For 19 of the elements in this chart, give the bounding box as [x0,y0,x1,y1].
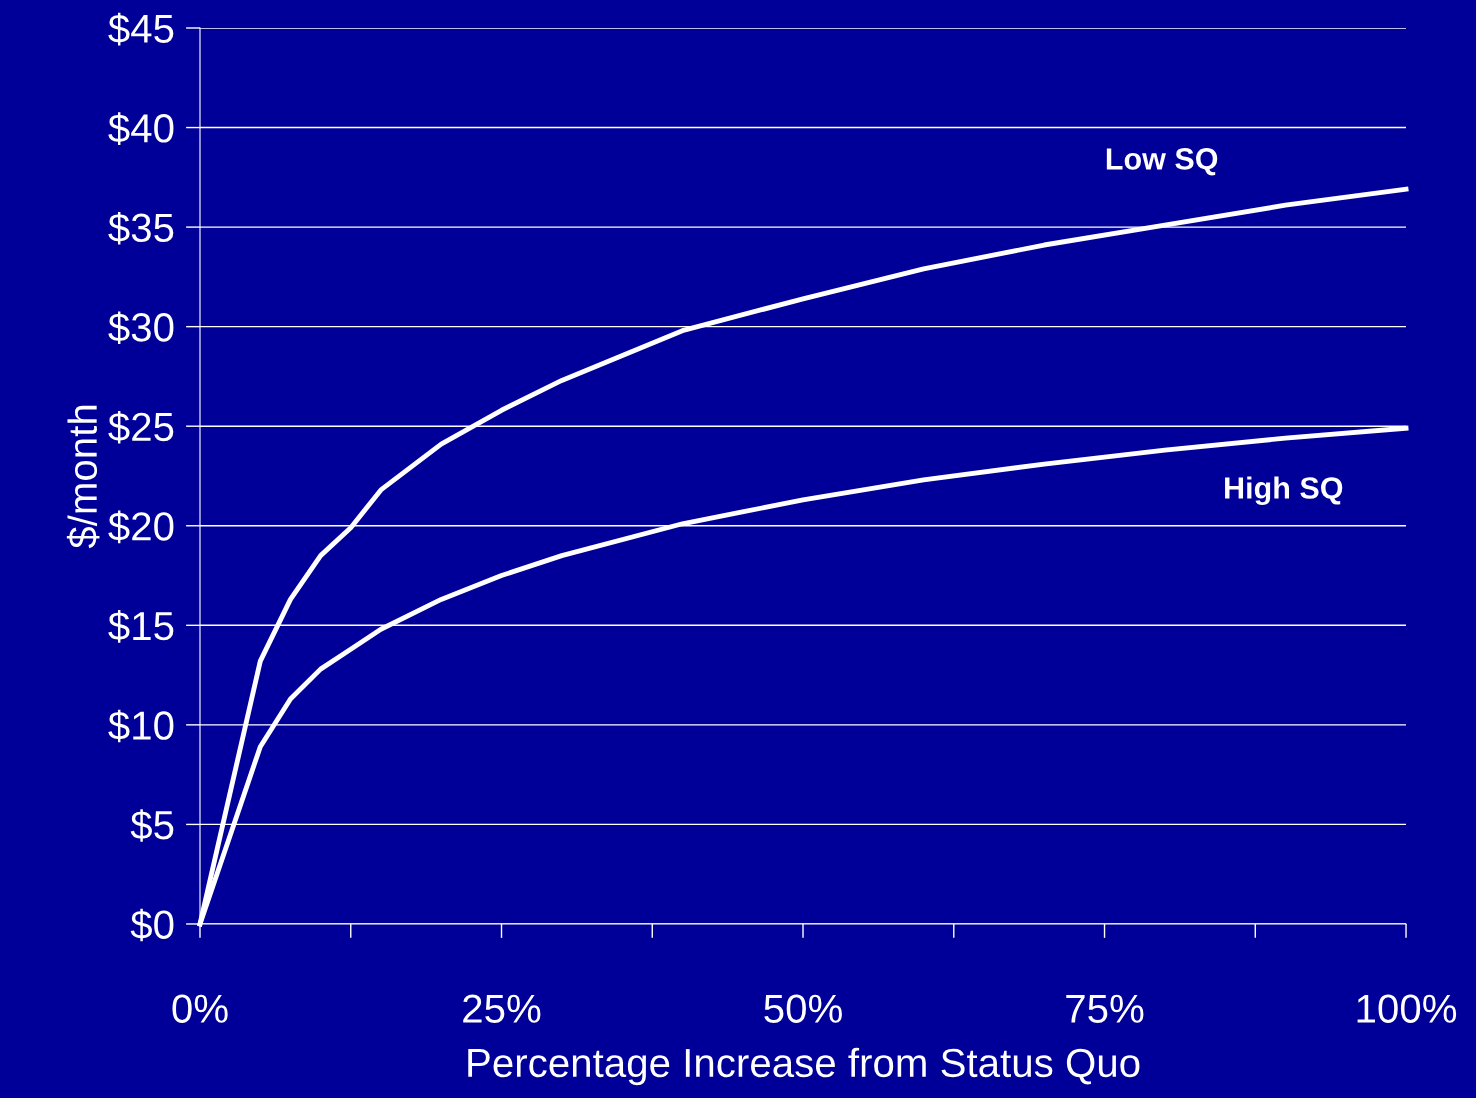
x-tick-label: 75% [1066,994,1144,1023]
y-tick-label: $40 [108,112,174,145]
y-tick-label: $5 [130,809,174,842]
y-tick-label: $20 [108,510,174,544]
y-axis-title: $/month [66,405,100,549]
y-tick-label: $0 [130,908,174,942]
series-label: High SQ [1225,476,1343,506]
y-tick-label: $10 [108,709,174,743]
x-tick-label: 50% [764,994,842,1023]
x-tick-label: 0% [172,994,228,1023]
x-tick-label: 25% [463,994,541,1023]
x-tick-label: 100% [1357,994,1457,1023]
y-tick-label: $45 [108,12,174,46]
x-axis-title: Percentage Increase from Status Quo [468,1047,1140,1086]
y-tick-label: $35 [108,211,174,245]
series-label: Low SQ [1106,148,1218,176]
y-tick-label: $15 [108,610,174,643]
y-tick-label: $30 [108,311,174,345]
y-tick-label: $25 [108,410,174,444]
